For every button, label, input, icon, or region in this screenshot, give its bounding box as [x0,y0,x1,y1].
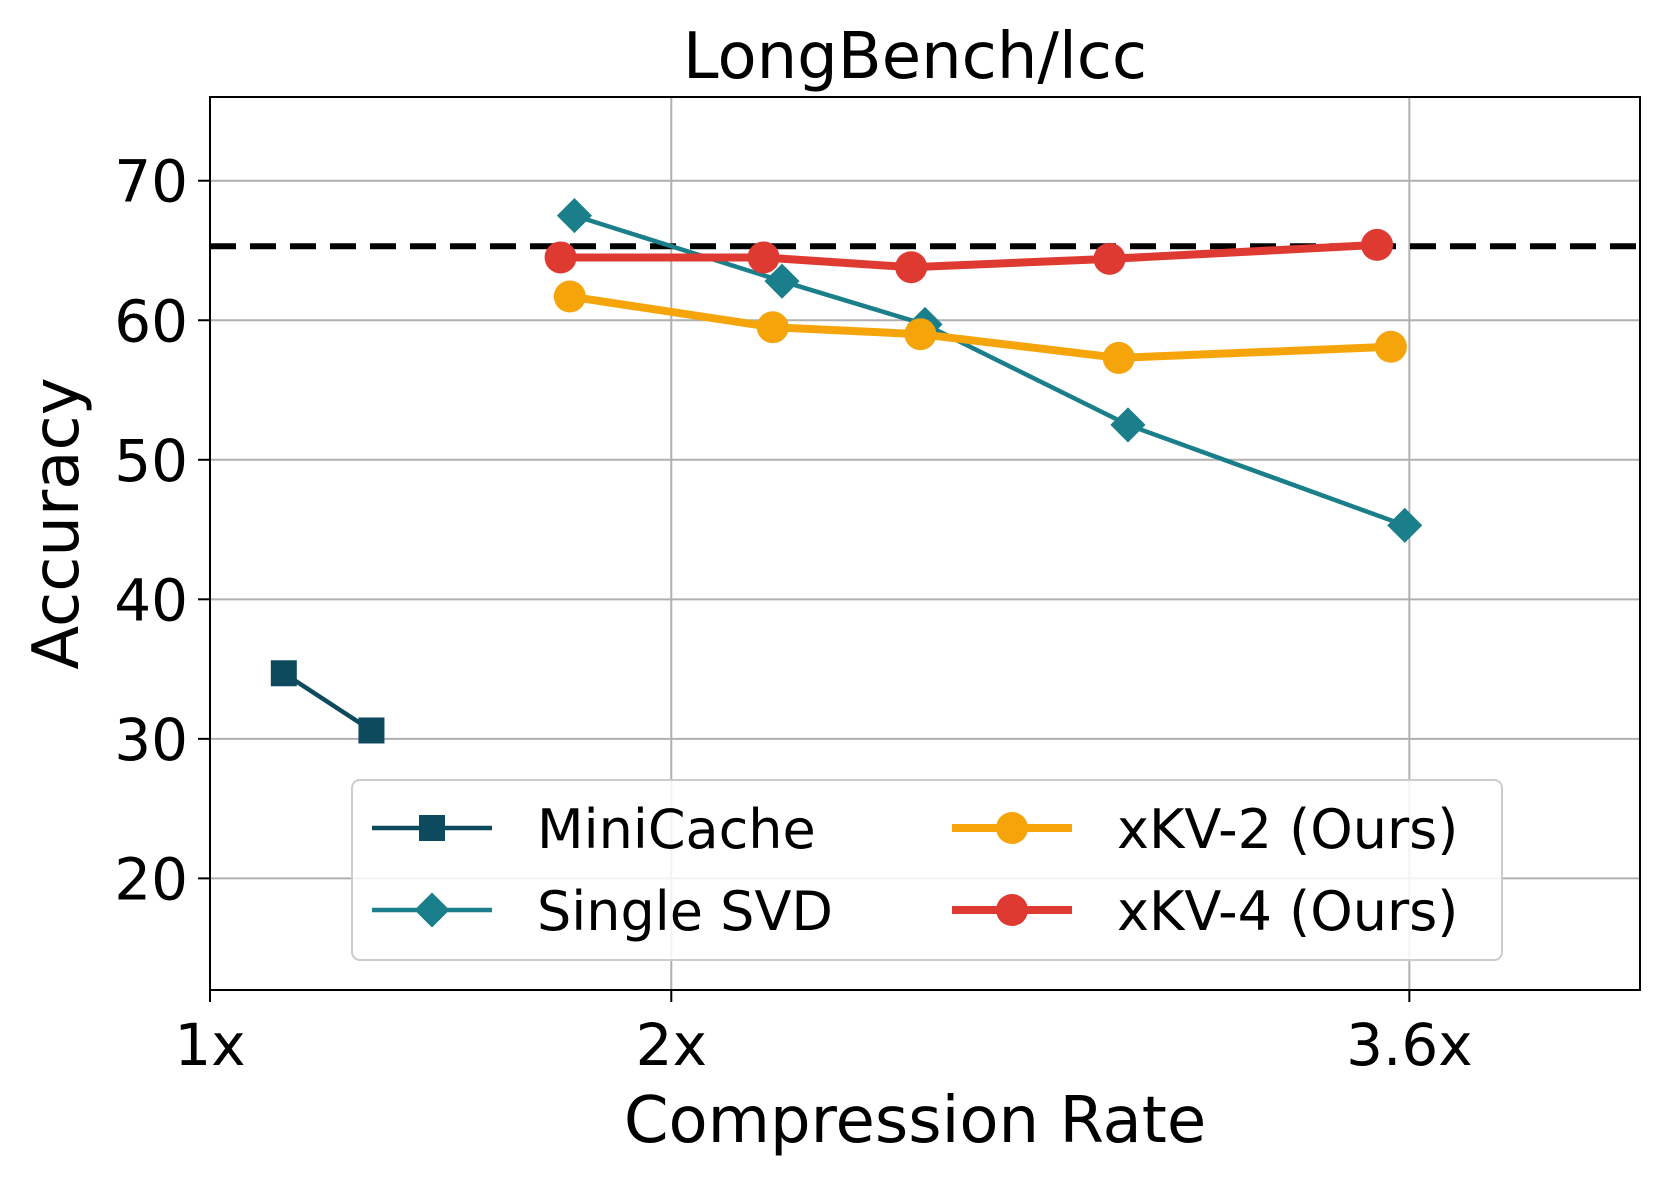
data-point [1093,242,1126,275]
data-point [358,717,385,744]
data-point [1374,330,1407,363]
legend: MiniCache Single SVD xKV-2 (Ours) xKV-4 (Ou… [351,779,1503,961]
y-tick-label: 30 [114,706,188,774]
legend-label: Single SVD [537,880,833,943]
legend-label: xKV-2 (Ours) [1117,798,1458,861]
legend-item: Single SVD [372,880,833,943]
legend-swatch-marker [414,892,450,928]
legend-box [351,779,1503,961]
data-point [756,311,789,344]
series-minicache [270,660,385,744]
y-tick-label: 40 [114,566,188,634]
data-point [544,241,577,274]
y-axis-label: Accuracy [20,377,94,669]
y-tick-label: 60 [114,287,188,355]
legend-label: MiniCache [537,798,816,861]
x-tick-label: 1x [174,1011,245,1079]
data-point [895,251,928,284]
data-point [1387,507,1423,543]
legend-swatch-marker [419,815,445,841]
data-point [1361,228,1394,261]
data-point [764,263,800,299]
plot-frame [209,96,1641,991]
series-layer [270,198,1423,744]
data-point [1102,341,1135,374]
axis-ticks: 20 30 40 50 60 70 1x 2x 3.6x [114,148,1472,1079]
x-axis-label: Compression Rate [624,1084,1206,1158]
legend-item: MiniCache [372,798,816,861]
data-point [553,280,586,313]
series-line [569,292,1392,362]
data-point [270,660,297,687]
x-tick-label: 3.6x [1346,1011,1473,1079]
y-tick-label: 20 [114,845,188,913]
series-xkv-4-ours [544,228,1394,284]
data-point [747,241,780,274]
x-tick-label: 2x [636,1011,707,1079]
data-point [1110,407,1146,443]
legend-swatch-marker [996,812,1028,844]
y-tick-label: 50 [114,427,188,495]
legend-swatch-marker [996,894,1028,926]
data-point [904,318,937,351]
legend-label: xKV-4 (Ours) [1117,880,1458,943]
y-tick-label: 70 [114,148,188,216]
series-line [282,671,373,733]
legend-item: xKV-2 (Ours) [952,798,1458,861]
legend-items: MiniCache Single SVD xKV-2 (Ours) xKV-4 (Ou… [372,798,1458,943]
chart-title: LongBench/lcc [683,20,1147,94]
data-point [556,198,592,234]
series-xkv-2-ours [553,280,1407,374]
legend-item: xKV-4 (Ours) [952,880,1458,943]
